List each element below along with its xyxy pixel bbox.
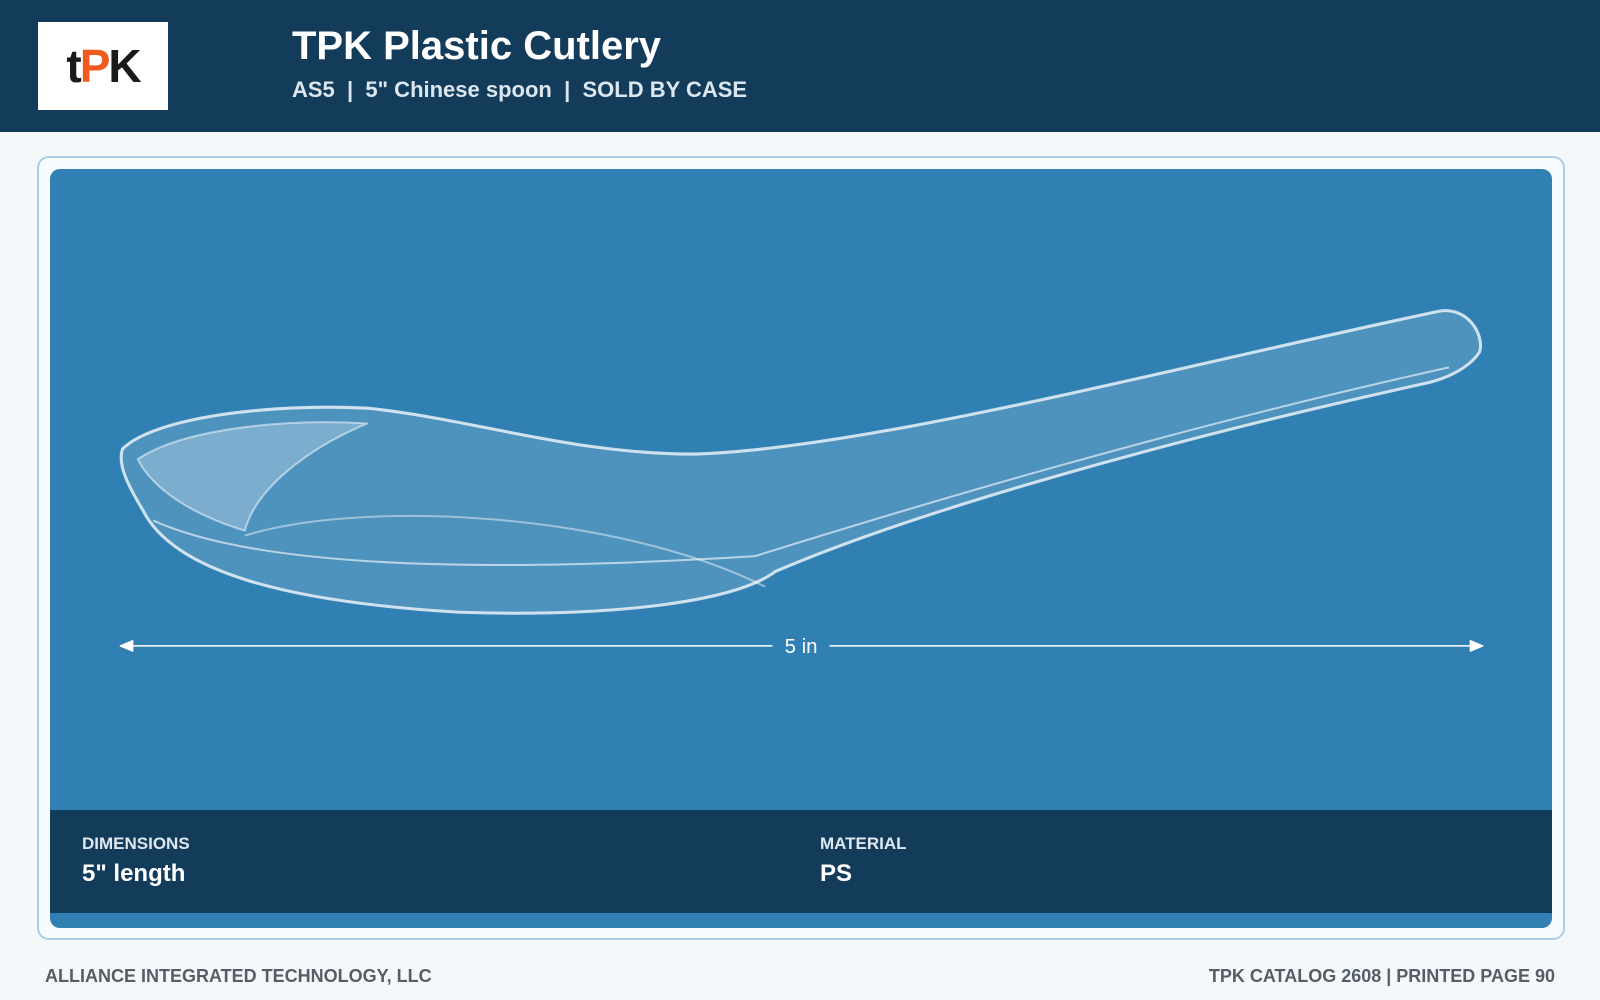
spec-label: DIMENSIONS — [82, 834, 190, 853]
footer-left: ALLIANCE INTEGRATED TECHNOLOGY, LLC — [45, 966, 432, 986]
spec-value: 5" length — [82, 860, 186, 887]
product-panel: 5 in DIMENSIONS 5" length MATERIAL PS — [50, 169, 1552, 928]
dimension-line — [119, 640, 1484, 652]
title: TPK Plastic Cutlery — [292, 24, 662, 68]
spoon-base — [244, 514, 766, 588]
spoon — [119, 309, 1483, 615]
spoon-bowl — [136, 421, 369, 532]
footer-right: TPK CATALOG 2608 | PRINTED PAGE 90 — [1208, 966, 1555, 986]
logo-letter: P — [79, 40, 111, 92]
spoon-rim — [152, 366, 1450, 567]
logo-letter: t — [66, 40, 81, 92]
spec-bar: DIMENSIONS 5" length MATERIAL PS — [50, 810, 1552, 913]
dimension-label: 5 in — [785, 636, 818, 658]
logo-letter: K — [108, 40, 141, 92]
spec-label: MATERIAL — [820, 834, 907, 853]
spec-value: PS — [820, 860, 853, 887]
product-image: 5 in — [119, 309, 1484, 658]
subtitle: AS5 | 5" Chinese spoon | SOLD BY CASE — [292, 77, 748, 102]
